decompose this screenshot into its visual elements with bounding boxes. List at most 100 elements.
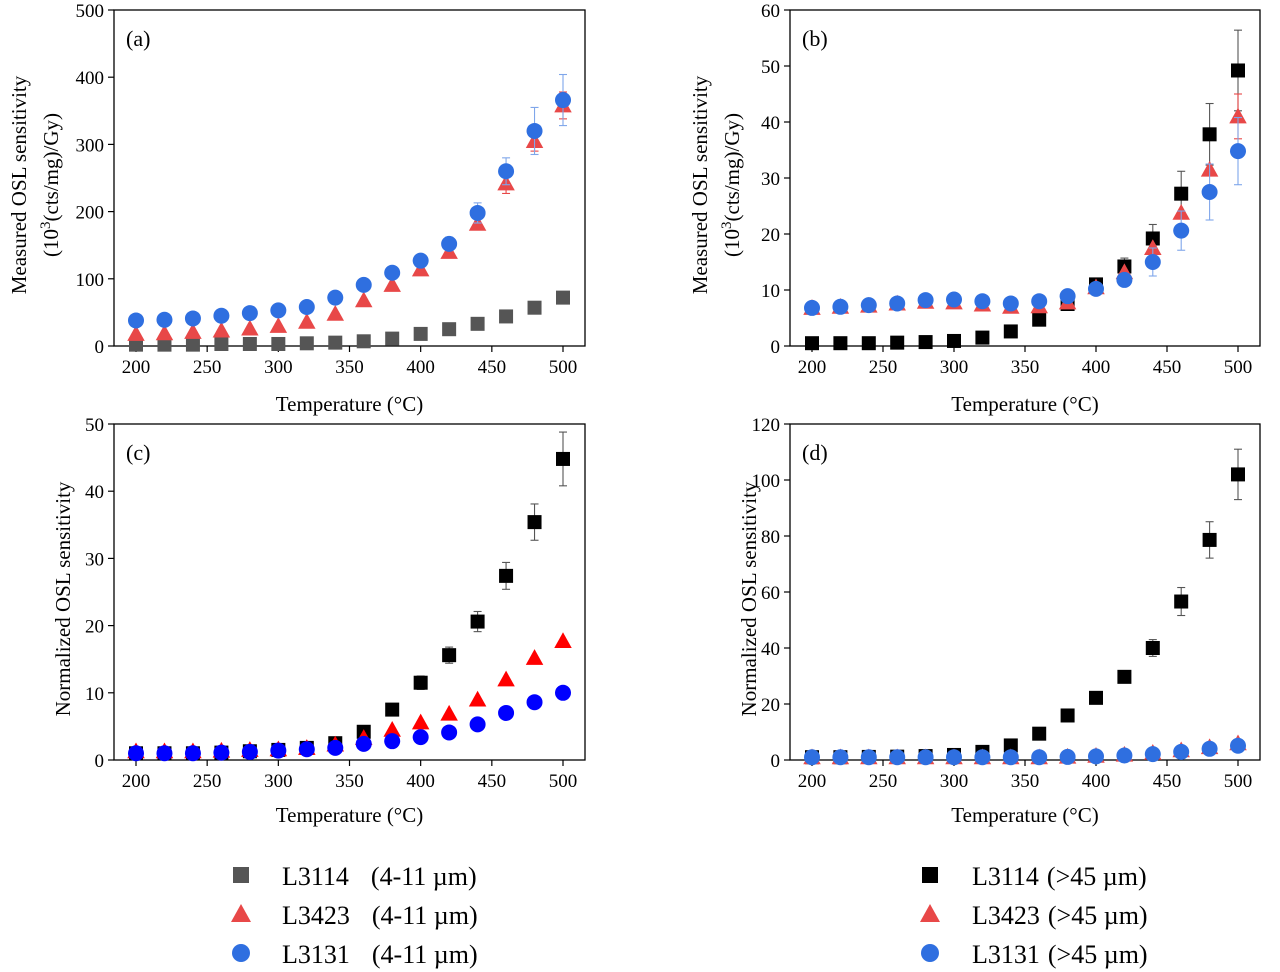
x-tick-label: 350: [335, 771, 364, 792]
data-point: [497, 670, 515, 687]
data-point: [1002, 749, 1019, 766]
x-tick-label: 200: [798, 357, 827, 378]
y-axis-title: Measured OSL sensitivity: [688, 75, 712, 294]
x-axis-title: Temperature (°C): [276, 803, 423, 827]
data-point: [498, 704, 515, 721]
data-point: [1229, 107, 1247, 124]
data-point: [1173, 743, 1190, 760]
y-unit-superscript: 3: [719, 221, 735, 229]
y-tick-label: 60: [761, 1, 780, 22]
data-point: [890, 335, 905, 350]
legend-sample-id: L3114: [972, 862, 1039, 891]
legend-sample-id: L3131: [282, 940, 350, 969]
data-point: [128, 312, 144, 329]
series-circle: [804, 116, 1246, 316]
x-tick-label: 500: [1224, 357, 1253, 378]
data-point: [1031, 749, 1048, 766]
data-point: [1032, 312, 1047, 327]
x-tick-label: 450: [478, 771, 507, 792]
y-tick-label: 500: [76, 1, 105, 22]
data-point: [499, 309, 514, 324]
data-point: [974, 749, 991, 766]
data-point: [1174, 594, 1189, 609]
data-point: [470, 614, 485, 629]
legend-marker: [920, 904, 940, 922]
data-point: [1089, 690, 1103, 705]
data-point: [804, 749, 820, 766]
data-point: [1201, 740, 1218, 757]
data-point: [861, 336, 876, 351]
data-point: [441, 235, 458, 252]
data-point: [947, 333, 961, 348]
x-tick-label: 400: [1082, 357, 1111, 378]
data-point: [413, 675, 428, 690]
data-point: [1202, 127, 1217, 142]
data-point: [1003, 738, 1018, 753]
data-point: [242, 336, 257, 351]
legend-marker: [921, 944, 939, 962]
data-point: [328, 335, 343, 350]
y-tick-label: 50: [85, 415, 104, 436]
data-point: [383, 276, 401, 292]
data-point: [298, 741, 315, 758]
data-point: [298, 299, 315, 316]
legend-label: L3423 (4-11 µm): [282, 901, 478, 930]
data-point: [1116, 747, 1133, 764]
x-tick-label: 450: [1153, 357, 1182, 378]
y-tick-label: 10: [85, 684, 104, 705]
y-unit-superscript: 3: [38, 221, 54, 229]
data-point: [1201, 184, 1218, 200]
data-point: [498, 163, 515, 180]
data-point: [1032, 726, 1047, 741]
data-point: [527, 515, 542, 530]
data-point: [184, 323, 202, 339]
data-point: [860, 297, 877, 314]
data-point: [269, 317, 288, 333]
x-tick-label: 250: [869, 357, 898, 378]
data-point: [525, 649, 544, 665]
data-point: [946, 291, 962, 308]
data-point: [412, 729, 429, 746]
legend-sample-id: L3131: [972, 940, 1040, 969]
x-axis-title: Temperature (°C): [276, 392, 423, 416]
data-point: [917, 292, 934, 309]
data-point: [554, 632, 572, 649]
data-point: [1145, 641, 1160, 655]
data-point: [468, 690, 487, 707]
data-point: [299, 336, 314, 351]
panel-label: (a): [126, 26, 150, 51]
data-point: [469, 716, 486, 733]
series-square: [805, 448, 1245, 765]
data-point: [556, 451, 570, 466]
data-point: [241, 305, 258, 322]
y-unit-part: (cts/mg)/Gy): [720, 113, 744, 221]
legend-marker: [232, 944, 250, 962]
legend-grain-size: (4-11 µm): [372, 940, 478, 969]
data-point: [1231, 63, 1245, 78]
data-point: [1003, 324, 1018, 339]
data-point: [1144, 254, 1161, 270]
x-tick-label: 450: [1153, 771, 1182, 792]
y-unit-part: (cts/mg)/Gy): [39, 113, 63, 221]
data-point: [214, 336, 229, 351]
x-tick-label: 300: [940, 771, 969, 792]
y-tick-label: 300: [76, 135, 105, 156]
legend-marker: [922, 867, 938, 883]
x-tick-label: 200: [122, 771, 151, 792]
data-point: [270, 742, 287, 759]
data-point: [555, 92, 571, 109]
y-tick-label: 0: [95, 751, 105, 772]
data-point: [917, 749, 934, 766]
data-point: [832, 298, 849, 315]
data-point: [555, 684, 571, 701]
y-tick-label: 20: [761, 225, 780, 246]
y-unit-part: (10: [39, 229, 63, 257]
panel-label: (c): [126, 440, 150, 465]
data-point: [1144, 746, 1161, 763]
data-point: [1116, 271, 1133, 288]
x-tick-label: 350: [1011, 357, 1040, 378]
legend-label: L3423 (>45 µm): [972, 901, 1148, 930]
data-point: [298, 313, 316, 329]
data-point: [975, 330, 990, 345]
series-triangle: [127, 632, 572, 759]
